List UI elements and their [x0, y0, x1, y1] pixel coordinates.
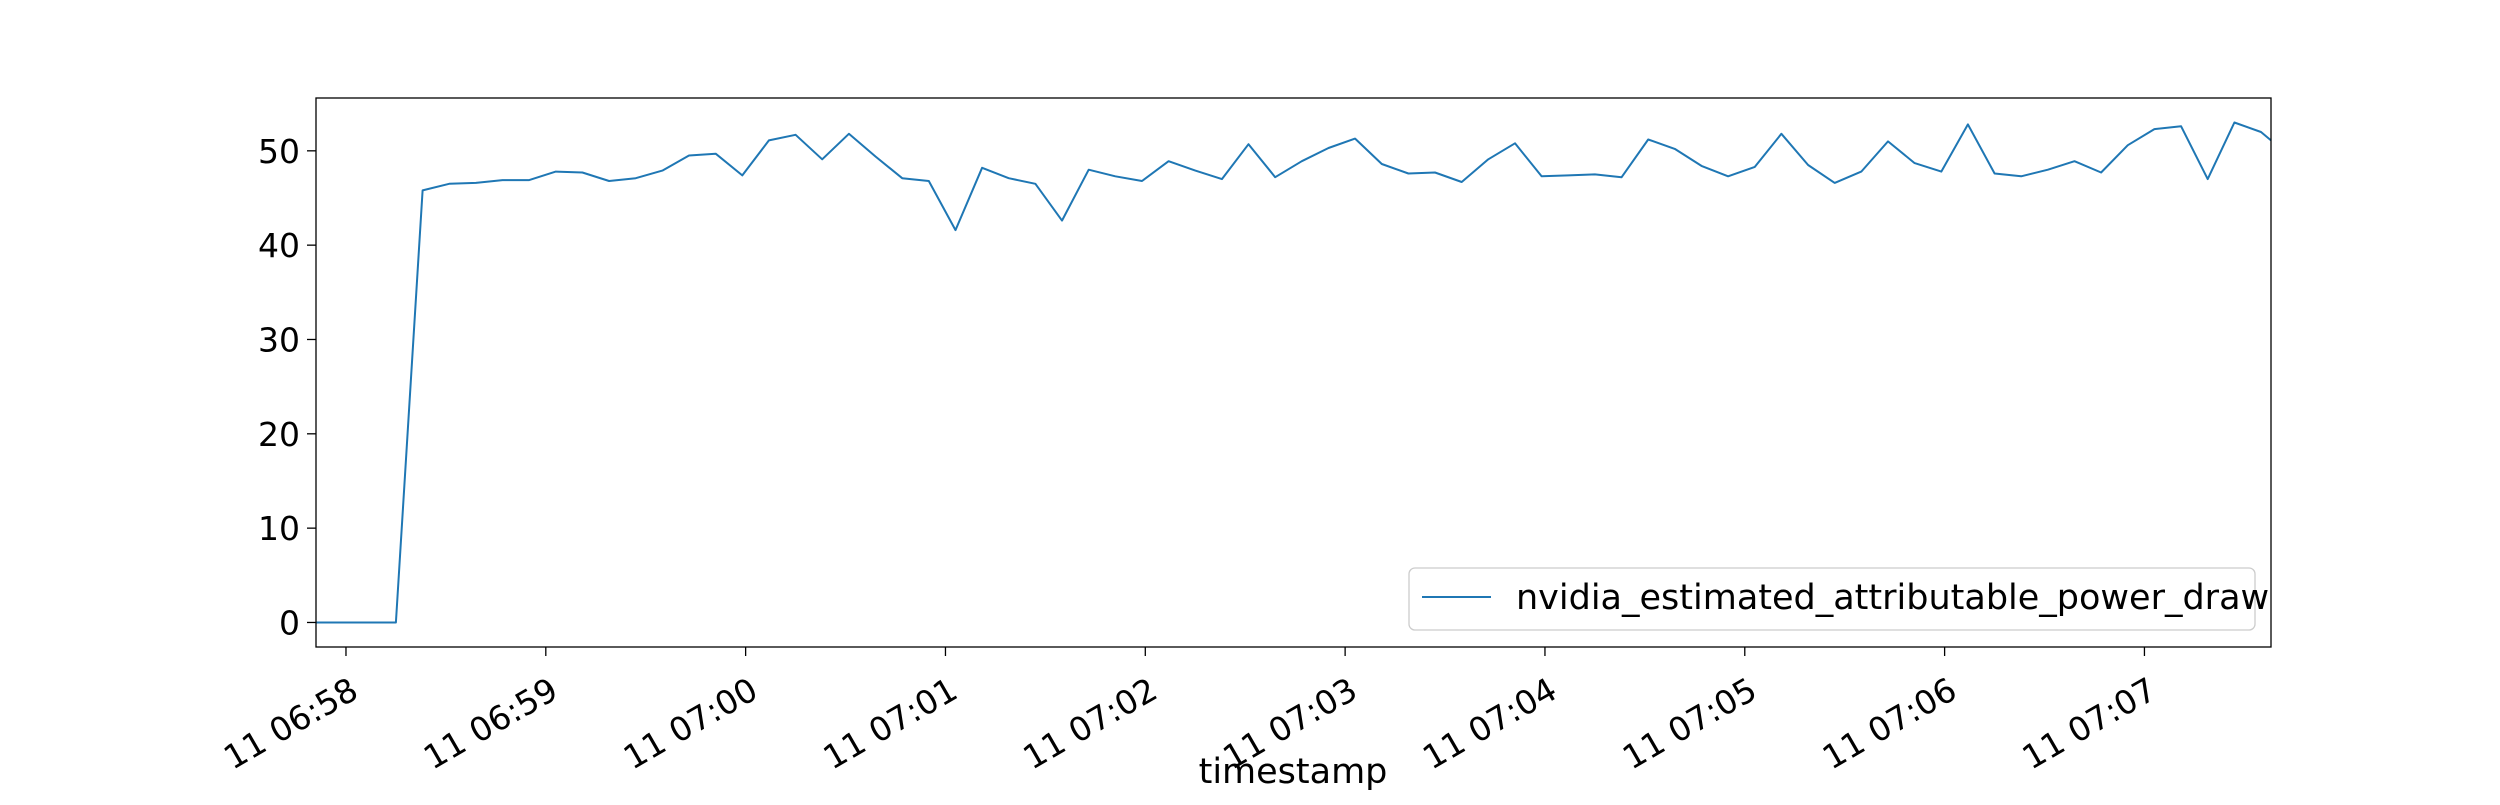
x-tick-label: 11 07:02 — [1016, 670, 1163, 778]
x-tick-label: 11 07:00 — [617, 670, 764, 778]
x-axis-title: timestamp — [1199, 752, 1388, 792]
plot-area — [316, 98, 2271, 647]
legend-box — [1408, 567, 2256, 631]
x-tick-label: 11 06:59 — [417, 670, 564, 778]
legend: nvidia_estimated_attributable_power_draw — [1408, 567, 2269, 631]
x-tick-label: 11 07:07 — [2016, 670, 2163, 778]
x-tick-label: 11 06:58 — [217, 670, 364, 778]
y-tick-label: 50 — [258, 132, 300, 171]
x-tick-label: 11 07:04 — [1416, 670, 1563, 778]
y-tick-label: 0 — [279, 603, 300, 642]
legend-label: nvidia_estimated_attributable_power_draw — [1516, 578, 2269, 618]
x-tick-label: 11 07:06 — [1816, 670, 1963, 778]
y-tick-label: 10 — [258, 509, 300, 548]
x-tick-label: 11 07:01 — [817, 670, 964, 778]
y-tick-label: 40 — [258, 226, 300, 265]
y-tick-label: 20 — [258, 415, 300, 454]
x-axis-ticks: 11 06:58 11 06:59 11 07:00 11 07:01 11 07:02… — [217, 647, 2163, 777]
plot-frame — [315, 97, 2272, 648]
y-tick-label: 30 — [258, 320, 300, 359]
series-line — [316, 121, 2272, 624]
series-layer — [316, 121, 2272, 624]
x-tick-label: 11 07:05 — [1616, 670, 1763, 778]
y-axis-ticks: 0 10 20 30 40 50 — [258, 132, 316, 642]
